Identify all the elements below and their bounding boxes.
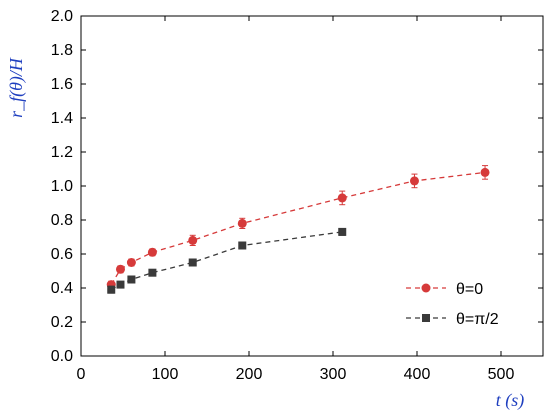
x-axis-ticks: 0 100 200 300 400 500 [77, 16, 515, 383]
series-layer [106, 165, 490, 294]
y-tick-label: 1.6 [51, 76, 73, 93]
x-tick-label: 300 [320, 366, 347, 383]
legend-marker-1 [422, 314, 430, 322]
data-point [480, 167, 490, 177]
y-tick-label: 1.2 [51, 144, 73, 161]
data-point [147, 247, 157, 257]
y-tick-label: 1.8 [51, 42, 73, 59]
x-tick-label: 500 [488, 366, 515, 383]
series-line [110, 231, 343, 291]
x-tick-label: 100 [152, 366, 179, 383]
data-point [338, 227, 347, 236]
y-tick-label: 1.4 [51, 110, 73, 127]
y-axis-label: r_f(θ)/H [6, 57, 27, 118]
x-tick-label: 200 [236, 366, 263, 383]
data-point [107, 285, 116, 294]
y-tick-label: 0.8 [51, 212, 73, 229]
y-tick-label: 0.6 [51, 246, 73, 263]
data-point [126, 258, 136, 267]
data-point [148, 268, 157, 277]
legend-entry-1: θ=π/2 [406, 311, 499, 328]
data-point [188, 258, 197, 267]
x-tick-label: 400 [404, 366, 431, 383]
x-tick-label: 0 [77, 366, 86, 383]
data-point [127, 275, 136, 284]
data-point [409, 176, 419, 186]
legend-label-0: θ=0 [456, 281, 483, 298]
x-axis-label: t (s) [496, 390, 525, 411]
y-tick-label: 0.2 [51, 314, 73, 331]
series-line [110, 171, 486, 285]
data-point [116, 280, 125, 289]
y-tick-label: 0.0 [51, 348, 73, 365]
plot-frame [80, 15, 544, 357]
data-point [115, 264, 125, 274]
data-point [337, 193, 347, 203]
y-axis-ticks: 0.0 0.2 0.4 0.6 0.8 1.0 1.2 1.4 1.6 1.8 2.0 [51, 8, 543, 365]
series-1 [107, 227, 347, 294]
data-point [237, 218, 247, 228]
y-tick-label: 1.0 [51, 178, 73, 195]
legend: θ=0 θ=π/2 [406, 281, 499, 328]
legend-label-1: θ=π/2 [456, 311, 499, 328]
legend-marker-0 [421, 283, 431, 293]
data-point [188, 235, 198, 245]
legend-entry-0: θ=0 [406, 281, 483, 298]
y-tick-label: 2.0 [51, 8, 73, 25]
y-tick-label: 0.4 [51, 280, 73, 297]
series-0 [106, 165, 490, 290]
data-point [238, 241, 247, 250]
